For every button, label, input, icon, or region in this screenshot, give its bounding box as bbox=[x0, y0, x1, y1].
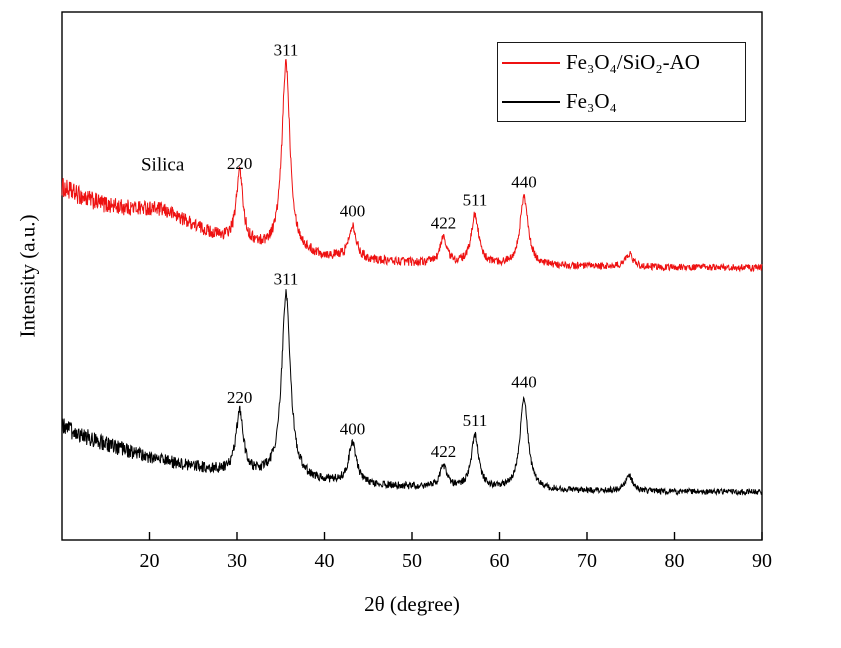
peak-label: 220 bbox=[227, 388, 253, 407]
y-axis-title: Intensity (a.u.) bbox=[15, 214, 40, 338]
peak-label: 220 bbox=[227, 154, 253, 173]
annotation-silica: Silica bbox=[141, 155, 185, 176]
x-tick-label: 50 bbox=[402, 550, 422, 572]
x-tick-label: 60 bbox=[490, 550, 510, 572]
peak-label: 440 bbox=[511, 173, 537, 192]
peak-label: 311 bbox=[274, 41, 299, 60]
peak-label: 400 bbox=[340, 202, 366, 221]
series-line-1 bbox=[61, 289, 763, 497]
x-tick-label: 70 bbox=[577, 550, 597, 572]
x-tick-label: 40 bbox=[315, 550, 335, 572]
legend-line-sample-black bbox=[502, 100, 560, 103]
x-tick-label: 30 bbox=[227, 550, 247, 572]
peak-label: 400 bbox=[340, 420, 366, 439]
peak-label: 511 bbox=[463, 411, 488, 430]
peak-label: 422 bbox=[431, 213, 457, 232]
legend-item-fe3o4: Fe₃O₄ bbox=[498, 82, 745, 121]
peak-label: 511 bbox=[463, 190, 488, 209]
peak-label: 311 bbox=[274, 269, 299, 288]
x-axis-title: 2θ (degree) bbox=[364, 592, 460, 616]
legend-label: Fe₃O₄ bbox=[566, 89, 617, 113]
legend: Fe₃O₄/SiO₂-AO Fe₃O₄ bbox=[497, 42, 746, 122]
x-tick-label: 90 bbox=[752, 550, 772, 572]
peak-label: 440 bbox=[511, 373, 537, 392]
legend-label: Fe₃O₄/SiO₂-AO bbox=[566, 50, 700, 74]
legend-item-fe3o4-sio2-ao: Fe₃O₄/SiO₂-AO bbox=[498, 43, 745, 82]
legend-line-sample-red bbox=[502, 61, 560, 64]
x-tick-label: 20 bbox=[140, 550, 160, 572]
peak-label: 422 bbox=[431, 442, 457, 461]
series-line-0 bbox=[61, 59, 763, 273]
x-tick-label: 80 bbox=[665, 550, 685, 572]
